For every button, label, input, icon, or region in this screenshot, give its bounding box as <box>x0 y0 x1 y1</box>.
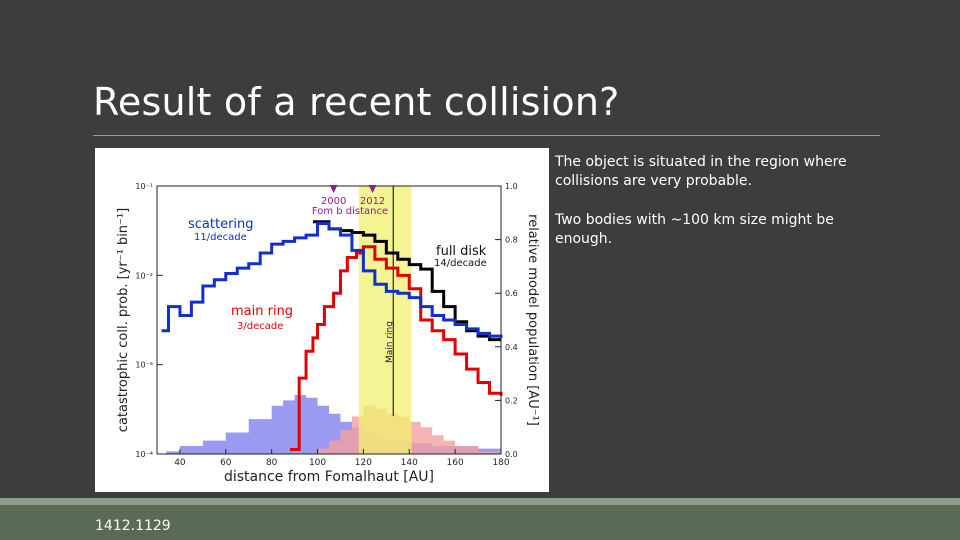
x-tick-label: 180 <box>492 458 509 468</box>
right-tick-label: 0.4 <box>505 343 518 352</box>
series-rate-main-ring: 3/decade <box>237 321 283 332</box>
left-tick-label: 10⁻² <box>135 271 153 280</box>
band-label: Main ring <box>385 321 395 363</box>
series-label-scattering: scattering <box>188 217 254 232</box>
population-fills <box>166 395 501 454</box>
x-tick-label: 120 <box>355 458 372 468</box>
reference-label: 1412.1129 <box>95 518 171 534</box>
epoch-marker-icon <box>330 185 338 193</box>
bullet-list: The object is situated in the region whe… <box>555 153 885 269</box>
x-tick-label: 60 <box>220 458 232 468</box>
footer-accent-bar <box>0 498 960 505</box>
chart-svg: 40 60 80 100 120 140 160 180 10⁻¹ 10⁻² 10⁻³ 10⁻⁴ 1… <box>95 148 549 492</box>
series-label-main-ring: main ring <box>231 304 293 319</box>
x-tick-label: 160 <box>447 458 464 468</box>
x-tick-label: 80 <box>266 458 278 468</box>
right-axis-label: relative model population [AU⁻¹] <box>525 214 540 426</box>
left-tick-label: 10⁻³ <box>135 361 153 370</box>
left-axis-label: catastrophic coll. prob. [yr⁻¹ bin⁻¹] <box>116 208 131 432</box>
right-tick-label: 0.8 <box>505 236 518 245</box>
main-ring-band <box>359 186 412 454</box>
left-tick-label: 10⁻¹ <box>135 182 153 191</box>
series-rate-full-disk: 14/decade <box>434 258 487 269</box>
chart-figure: 40 60 80 100 120 140 160 180 10⁻¹ 10⁻² 10⁻³ 10⁻⁴ 1… <box>95 148 549 492</box>
slide-title: Result of a recent collision? <box>93 80 620 124</box>
bullet-text: The object is situated in the region whe… <box>555 153 885 191</box>
title-divider <box>93 135 880 136</box>
left-tick-label: 10⁻⁴ <box>135 450 153 459</box>
x-axis-label: distance from Fomalhaut [AU] <box>224 469 434 485</box>
x-tick-label: 40 <box>174 458 186 468</box>
right-tick-label: 0.0 <box>505 450 518 459</box>
right-tick-label: 0.2 <box>505 396 518 405</box>
right-tick-label: 1.0 <box>505 182 518 191</box>
x-tick-label: 140 <box>401 458 418 468</box>
bullet-text: Two bodies with ~100 km size might be en… <box>555 211 885 249</box>
series-rate-scattering: 11/decade <box>194 232 247 243</box>
right-tick-label: 0.6 <box>505 289 518 298</box>
left-axis-ticks: 10⁻¹ 10⁻² 10⁻³ 10⁻⁴ <box>135 182 163 459</box>
series-label-full-disk: full disk <box>436 244 487 259</box>
right-axis-ticks: 1.0 0.8 0.6 0.4 0.2 0.0 <box>495 182 518 459</box>
epoch-caption: Fom b distance <box>312 206 388 217</box>
x-tick-label: 100 <box>309 458 326 468</box>
